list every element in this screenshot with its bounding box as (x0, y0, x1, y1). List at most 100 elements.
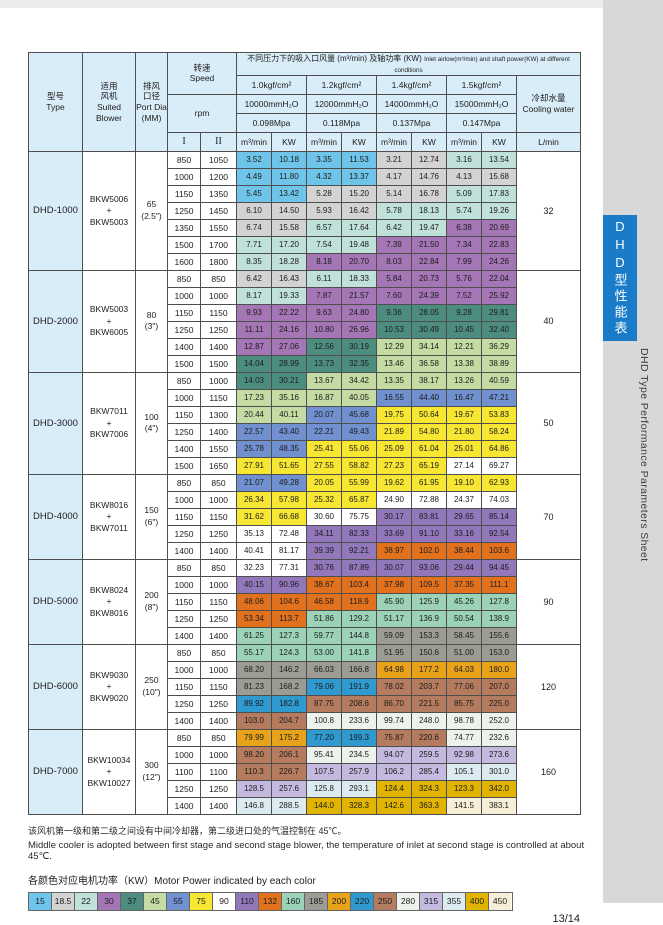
inlet-airflow-cell: 128.5 (236, 779, 272, 798)
shaft-power-cell: 49.28 (271, 473, 307, 492)
header-conditions-title: 不同压力下的吸入口风量 (m³/min) 及轴功率 (KW) Inlet air… (236, 52, 581, 76)
speed-ii-cell: 1400 (200, 337, 237, 356)
inlet-airflow-cell: 5.28 (306, 184, 342, 203)
inlet-airflow-cell: 40.15 (236, 575, 272, 594)
speed-ii-cell: 1150 (200, 388, 237, 407)
speed-i-cell: 1150 (167, 184, 201, 203)
shaft-power-cell: 102.0 (411, 541, 447, 560)
inlet-airflow-cell: 21.89 (376, 422, 412, 441)
shaft-power-cell: 20.69 (481, 218, 517, 237)
speed-i-cell: 1250 (167, 609, 201, 628)
data-row: 1400 1400 146.8 288.5 144.0 328.3 142.6 363.3 14… (29, 796, 581, 815)
inlet-airflow-cell: 6.57 (306, 218, 342, 237)
legend-item-18.5: 18.5 (52, 892, 75, 910)
legend-item-200: 200 (328, 892, 351, 910)
speed-i-cell: 1150 (167, 405, 201, 424)
inlet-airflow-cell: 53.00 (306, 643, 342, 662)
shaft-power-cell: 34.14 (411, 337, 447, 356)
sheet-content: 型号 Type 适用 风机 Suited Blower 排风 口径 Port D… (28, 52, 588, 925)
speed-i-cell: 850 (167, 371, 201, 390)
data-row: 1500 1650 27.91 51.65 27.55 58.82 27.23 65.19 27… (29, 456, 581, 475)
legend-item-22: 22 (75, 892, 98, 910)
model-cell: DHD-6000 (28, 643, 83, 730)
header-cooling: 冷却水量 Cooling water (516, 74, 581, 133)
blower-cell: BKW8016 + BKW7011 (82, 473, 136, 560)
shaft-power-cell: 82.33 (341, 524, 377, 543)
legend-item-75: 75 (190, 892, 213, 910)
inlet-airflow-cell: 9.36 (376, 303, 412, 322)
speed-ii-cell: 1500 (200, 354, 237, 373)
cooling-water-cell: 50 (516, 371, 581, 475)
shaft-power-cell: 35.16 (271, 388, 307, 407)
inlet-airflow-cell: 89.92 (236, 694, 272, 713)
speed-ii-cell: 1250 (200, 779, 237, 798)
inlet-airflow-cell: 7.39 (376, 235, 412, 254)
shaft-power-cell: 11.53 (341, 150, 377, 169)
inlet-airflow-cell: 5.74 (446, 201, 482, 220)
speed-ii-cell: 1300 (200, 405, 237, 424)
inlet-airflow-cell: 7.71 (236, 235, 272, 254)
speed-i-cell: 850 (167, 643, 201, 662)
shaft-power-cell: 29.81 (481, 303, 517, 322)
inlet-airflow-cell: 5.84 (376, 269, 412, 288)
speed-ii-cell: 1050 (200, 150, 237, 169)
shaft-power-cell: 144.8 (341, 626, 377, 645)
speed-i-cell: 1150 (167, 507, 201, 526)
inlet-airflow-cell: 3.52 (236, 150, 272, 169)
legend-item-37: 37 (121, 892, 144, 910)
speed-ii-cell: 1800 (200, 252, 237, 271)
blower-cell: BKW8024 + BKW8016 (82, 558, 136, 645)
inlet-airflow-cell: 45.26 (446, 592, 482, 611)
inlet-airflow-cell: 5.93 (306, 201, 342, 220)
shaft-power-cell: 65.19 (411, 456, 447, 475)
inlet-airflow-cell: 33.16 (446, 524, 482, 543)
legend-item-15: 15 (29, 892, 52, 910)
shaft-power-cell: 207.0 (481, 677, 517, 696)
shaft-power-cell: 62.93 (481, 473, 517, 492)
data-row: 1000 1000 26.34 57.98 25.32 65.87 24.90 72.88 24… (29, 490, 581, 509)
inlet-airflow-cell: 107.5 (306, 762, 342, 781)
inlet-airflow-cell: 12.29 (376, 337, 412, 356)
blower-cell: BKW10034 + BKW10027 (82, 728, 136, 815)
shaft-power-cell: 16.78 (411, 184, 447, 203)
speed-i-cell: 850 (167, 473, 201, 492)
shaft-power-cell: 234.5 (341, 745, 377, 764)
inlet-airflow-cell: 30.07 (376, 558, 412, 577)
inlet-airflow-cell: 100.8 (306, 711, 342, 730)
shaft-power-cell: 85.14 (481, 507, 517, 526)
shaft-power-cell: 21.50 (411, 235, 447, 254)
header-rpm: rpm (167, 93, 237, 133)
inlet-airflow-cell: 13.73 (306, 354, 342, 373)
shaft-power-cell: 273.6 (481, 745, 517, 764)
inlet-airflow-cell: 25.41 (306, 439, 342, 458)
shaft-power-cell: 22.84 (411, 252, 447, 271)
shaft-power-cell: 24.16 (271, 320, 307, 339)
shaft-power-cell: 293.1 (341, 779, 377, 798)
shaft-power-cell: 18.33 (341, 269, 377, 288)
inlet-airflow-cell: 7.52 (446, 286, 482, 305)
inlet-airflow-cell: 6.11 (306, 269, 342, 288)
port-cell: 250 (10") (135, 643, 168, 730)
data-row: 1150 1300 20.44 40.11 20.07 45.68 19.75 50.64 19… (29, 405, 581, 424)
speed-ii-cell: 1000 (200, 371, 237, 390)
footnotes: 该风机第一级和第二级之间设有中间冷却器，第二级进口处的气温控制在 45℃。 Mi… (28, 824, 588, 862)
speed-ii-cell: 1400 (200, 422, 237, 441)
shaft-power-cell: 77.31 (271, 558, 307, 577)
table-body: DHD-1000 BKW5006 + BKW5003 65 (2.5") 850 105… (28, 150, 581, 815)
shaft-power-cell: 19.47 (411, 218, 447, 237)
data-row: 1400 1400 103.0 204.7 100.8 233.6 99.74 248.0 98… (29, 711, 581, 730)
shaft-power-cell: 155.6 (481, 626, 517, 645)
shaft-power-cell: 383.1 (481, 796, 517, 815)
data-row: 1400 1400 40.41 81.17 39.39 92.21 38.97 102.0 38… (29, 541, 581, 560)
inlet-airflow-cell: 9.93 (236, 303, 272, 322)
inlet-airflow-cell: 5.78 (376, 201, 412, 220)
data-row: 1250 1250 53.34 113.7 51.86 129.2 51.17 136.9 50… (29, 609, 581, 628)
inlet-airflow-cell: 86.70 (376, 694, 412, 713)
inlet-airflow-cell: 8.03 (376, 252, 412, 271)
shaft-power-cell: 14.50 (271, 201, 307, 220)
shaft-power-cell: 61.04 (411, 439, 447, 458)
model-cell: DHD-1000 (28, 150, 83, 271)
shaft-power-cell: 81.17 (271, 541, 307, 560)
inlet-airflow-cell: 110.3 (236, 762, 272, 781)
shaft-power-cell: 44.40 (411, 388, 447, 407)
